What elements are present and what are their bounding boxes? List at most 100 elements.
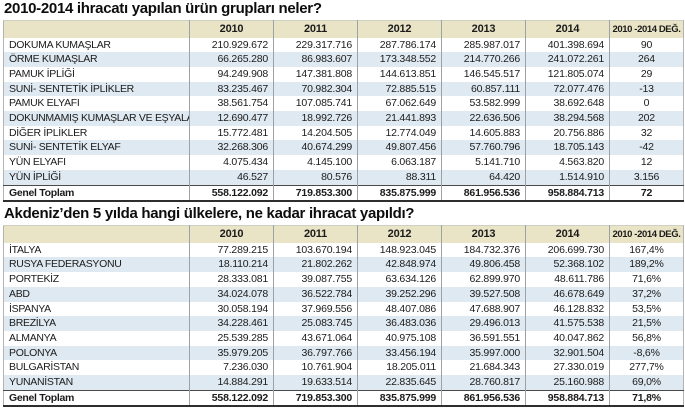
cell-value: 167,4%: [609, 242, 684, 258]
cell-value: 202: [609, 111, 684, 126]
table-row: PORTEKİZ 28.333.081 39.087.755 63.634.126 62…: [3, 272, 684, 287]
cell-value: 35.997.000: [441, 345, 526, 361]
cell-value: 287.786.174: [357, 37, 442, 53]
cell-value: 38.561.754: [189, 96, 274, 112]
cell-value: 46.678.649: [525, 286, 610, 302]
cell-value: 29.496.013: [441, 316, 526, 331]
cell-value: 0: [609, 96, 684, 112]
cell-value: 12: [609, 155, 684, 170]
cell-value: 36.522.784: [273, 286, 358, 302]
cell-value: 4.075.434: [189, 155, 274, 170]
table-row: DİĞER İPLİKLER 15.772.481 14.204.505 12.774…: [3, 125, 684, 141]
cell-value: 29: [609, 66, 684, 82]
cell-value: 94.249.908: [189, 66, 274, 82]
cell-value: 719.853.300: [273, 184, 358, 202]
cell-value: 173.348.552: [357, 52, 442, 67]
cell-value: 4.145.100: [273, 155, 358, 170]
cell-value: 12.774.049: [357, 125, 442, 141]
table-row: İTALYA 77.289.215 103.670.194 148.923.045 18…: [3, 242, 684, 258]
cell-value: 558.122.092: [189, 184, 274, 202]
cell-value: 40.047.862: [525, 330, 610, 346]
row-label: BULGARİSTAN: [9, 361, 80, 374]
cell-value: 49.806.458: [441, 257, 526, 273]
row-label: PORTEKİZ: [9, 273, 59, 286]
cell-value: 558.122.092: [189, 389, 274, 407]
cell-value: 72.885.515: [357, 81, 442, 97]
row-label: DOKUMA KUMAŞLAR: [9, 38, 111, 51]
column-header: 2014: [525, 225, 610, 243]
cell-value: 71,6%: [609, 272, 684, 287]
cell-value: 147.381.808: [273, 66, 358, 82]
product-groups-title: 2010-2014 ihracatı yapılan ürün grupları…: [4, 0, 322, 17]
cell-value: 47.688.907: [441, 301, 526, 317]
cell-value: 42.848.974: [357, 257, 442, 273]
cell-value: 46.527: [189, 169, 274, 186]
cell-value: 70.982.304: [273, 81, 358, 97]
column-header: 2012: [357, 20, 442, 38]
table-row: DOKUNMAMIŞ KUMAŞLAR VE EŞYALAR 12.690.477…: [3, 111, 684, 126]
row-label: İTALYA: [9, 243, 42, 256]
cell-value: 206.699.730: [525, 242, 610, 258]
cell-value: 835.875.999: [357, 389, 442, 407]
cell-value: 57.760.796: [441, 140, 526, 156]
cell-value: 18.110.214: [189, 257, 274, 273]
cell-value: 264: [609, 52, 684, 67]
cell-value: 229.317.716: [273, 37, 358, 53]
cell-value: 18.705.143: [525, 140, 610, 156]
cell-value: 5.141.710: [441, 155, 526, 170]
row-label: POLONYA: [9, 346, 57, 359]
cell-value: 37,2%: [609, 286, 684, 302]
row-label: PAMUK İPLİĞİ: [9, 67, 75, 80]
row-label: Genel Toplam: [3, 389, 190, 407]
row-label: YÜN İPLİĞİ: [9, 170, 61, 183]
cell-value: 83.235.467: [189, 81, 274, 97]
cell-value: 33.456.194: [357, 345, 442, 361]
product-groups-section: 2010-2014 ihracatı yapılan ürün grupları…: [3, 0, 684, 203]
table-row: ABD 34.024.078 36.522.784 39.252.296 39.527.…: [3, 286, 684, 302]
cell-value: 277,7%: [609, 360, 684, 376]
cell-value: 20.756.886: [525, 125, 610, 141]
cell-value: 64.420: [441, 169, 526, 186]
cell-value: 39.527.508: [441, 286, 526, 302]
table-row: YÜN ELYAFI 4.075.434 4.145.100 6.063.187 5.1…: [3, 155, 684, 170]
cell-value: 80.576: [273, 169, 358, 186]
column-header: 2012: [357, 225, 442, 243]
cell-value: 25.083.745: [273, 316, 358, 331]
cell-value: 37.969.556: [273, 301, 358, 317]
cell-value: 53,5%: [609, 301, 684, 317]
row-label: DOKUNMAMIŞ KUMAŞLAR VE EŞYALAR: [9, 112, 190, 125]
column-header: 2011: [273, 225, 358, 243]
cell-value: 189,2%: [609, 257, 684, 273]
cell-value: 25.160.988: [525, 375, 610, 391]
cell-value: 21.802.262: [273, 257, 358, 273]
table-row: YÜN İPLİĞİ 46.527 80.576 88.311 64.420 1.514.…: [3, 169, 684, 186]
cell-value: 28.333.081: [189, 272, 274, 287]
table-row: PAMUK ELYAFI 38.561.754 107.085.741 67.062.…: [3, 96, 684, 112]
cell-value: 6.063.187: [357, 155, 442, 170]
cell-value: 21,5%: [609, 316, 684, 331]
row-label: SUNİ- SENTETİK İPLİKLER: [9, 82, 134, 95]
cell-value: 144.613.851: [357, 66, 442, 82]
row-label: ALMANYA: [9, 331, 57, 344]
cell-value: 35.979.205: [189, 345, 274, 361]
cell-value: 32: [609, 125, 684, 141]
cell-value: 66.265.280: [189, 52, 274, 67]
cell-value: 39.087.755: [273, 272, 358, 287]
cell-value: 25.539.285: [189, 330, 274, 346]
countries-title: Akdeniz’den 5 yılda hangi ülkelere, ne k…: [4, 205, 415, 223]
column-header: 2011: [273, 20, 358, 38]
cell-value: 46.128.832: [525, 301, 610, 317]
cell-value: 7.236.030: [189, 360, 274, 376]
cell-value: 184.732.376: [441, 242, 526, 258]
cell-value: 60.857.111: [441, 81, 526, 97]
total-row: Genel Toplam 558.122.092 719.853.300 835.87…: [3, 184, 684, 202]
cell-value: 34.228.461: [189, 316, 274, 331]
table-row: ÖRME KUMAŞLAR 66.265.280 86.983.607 173.348…: [3, 52, 684, 67]
row-label: SUNİ- SENTETİK ELYAF: [9, 141, 121, 154]
table-row: SUNİ- SENTETİK ELYAF 32.268.306 40.674.299…: [3, 140, 684, 156]
header-row: 2010 2011 2012 2013 2014 2010 -2014 DEĞ.: [3, 20, 684, 38]
cell-value: 958.884.713: [525, 389, 610, 407]
cell-value: 62.899.970: [441, 272, 526, 287]
cell-value: 32.901.504: [525, 345, 610, 361]
